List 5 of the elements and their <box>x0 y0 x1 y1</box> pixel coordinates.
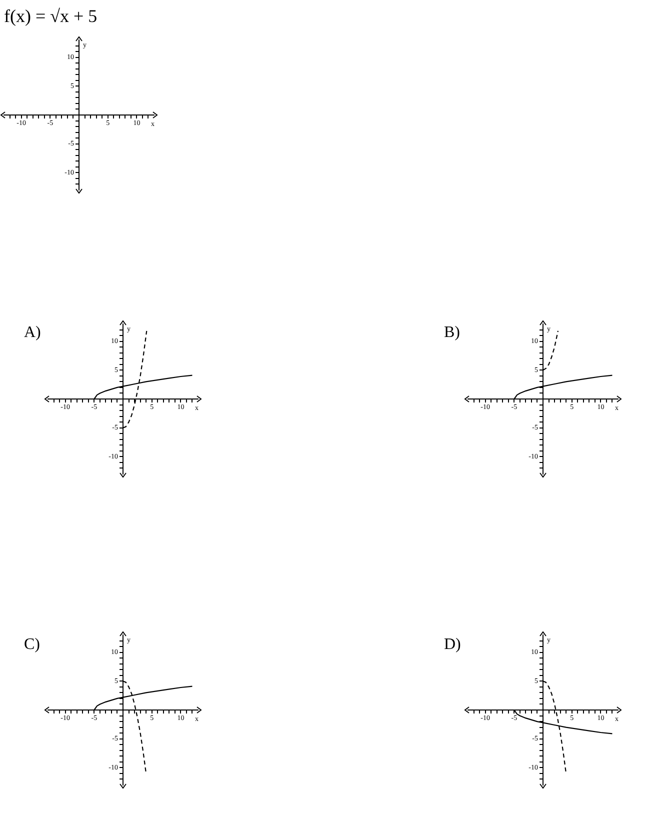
chart-title: f(x) = √x + 5 <box>4 6 98 27</box>
chart-title: A) <box>24 324 41 342</box>
chart-title: B) <box>444 324 460 342</box>
chart-title: C) <box>24 636 40 654</box>
chart-title: D) <box>444 636 461 654</box>
